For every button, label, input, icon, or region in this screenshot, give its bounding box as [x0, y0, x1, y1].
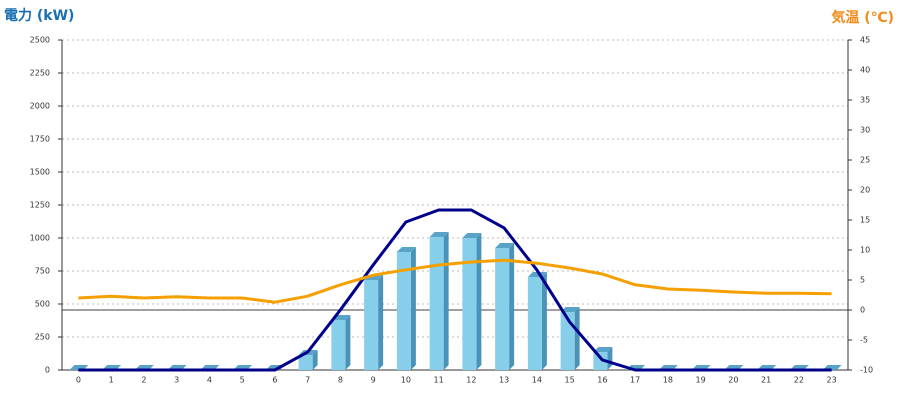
- bar-side: [509, 243, 515, 370]
- x-tick-label: 12: [466, 376, 476, 385]
- bar: [429, 231, 449, 370]
- bar-front: [462, 238, 477, 370]
- bar: [396, 246, 416, 370]
- y-tick-label: 500: [35, 300, 50, 309]
- x-tick-label: 17: [630, 376, 640, 385]
- x-tick-label: 19: [696, 376, 706, 385]
- x-tick-label: 23: [827, 376, 837, 385]
- bar-top: [396, 246, 416, 252]
- bar-side: [312, 349, 318, 370]
- y2-tick-label: 35: [860, 96, 870, 105]
- bar: [560, 307, 580, 370]
- x-tick-label: 1: [109, 376, 114, 385]
- bar-front: [298, 354, 313, 370]
- bar: [593, 347, 613, 370]
- y2-tick-label: 45: [860, 36, 870, 45]
- x-tick-label: 6: [272, 376, 277, 385]
- x-tick-label: 14: [532, 376, 542, 385]
- y-tick-label: 1250: [30, 201, 50, 210]
- x-tick-label: 15: [565, 376, 575, 385]
- bar-top: [495, 243, 515, 249]
- bar-top: [560, 307, 580, 313]
- y2-tick-label: 40: [860, 66, 870, 75]
- y-tick-label: 750: [35, 267, 50, 276]
- bar-side: [378, 274, 384, 370]
- bar-side: [410, 246, 416, 370]
- bar: [364, 274, 384, 370]
- y-tick-label: 2500: [30, 36, 50, 45]
- x-tick-label: 10: [401, 376, 411, 385]
- bar-side: [541, 271, 547, 370]
- y2-tick-label: -10: [860, 366, 873, 375]
- y-tick-label: 0: [45, 366, 50, 375]
- bar-front: [429, 236, 444, 370]
- bar-side: [443, 231, 449, 370]
- y2-axis-title: 気温 (℃): [831, 9, 894, 26]
- y2-tick-label: 15: [860, 216, 870, 225]
- x-tick-label: 2: [141, 376, 146, 385]
- x-tick-label: 16: [597, 376, 607, 385]
- x-tick-label: 18: [663, 376, 673, 385]
- bar-front: [331, 319, 346, 370]
- x-tick-label: 0: [76, 376, 81, 385]
- y-tick-label: 1500: [30, 168, 50, 177]
- bar: [527, 271, 547, 370]
- x-tick-label: 11: [434, 376, 444, 385]
- y-tick-label: 2000: [30, 102, 50, 111]
- y2-tick-label: 5: [860, 276, 865, 285]
- bar-side: [607, 347, 613, 370]
- bar-top: [462, 233, 482, 238]
- bar-top: [429, 231, 449, 237]
- x-tick-label: 20: [728, 376, 738, 385]
- y-tick-label: 1750: [30, 135, 50, 144]
- x-tick-label: 5: [240, 376, 245, 385]
- y2-tick-label: 0: [860, 306, 865, 315]
- y2-tick-label: 25: [860, 156, 870, 165]
- x-tick-label: 3: [174, 376, 179, 385]
- bar: [331, 314, 351, 370]
- bar-front: [560, 312, 575, 370]
- y-axis-title: 電力 (kW): [4, 7, 74, 24]
- bar-front: [527, 276, 542, 370]
- x-tick-label: 7: [305, 376, 310, 385]
- bar-front: [495, 248, 510, 370]
- y-tick-label: 2250: [30, 69, 50, 78]
- line: [78, 208, 832, 372]
- x-tick-label: 22: [794, 376, 804, 385]
- bar-side: [574, 307, 580, 370]
- bar-side: [476, 233, 482, 370]
- line: [78, 258, 832, 304]
- x-tick-label: 8: [338, 376, 343, 385]
- bar-front: [396, 251, 411, 370]
- x-tick-label: 13: [499, 376, 509, 385]
- x-tick-label: 21: [761, 376, 771, 385]
- bar-side: [345, 314, 351, 370]
- y2-tick-label: 20: [860, 186, 870, 195]
- bar: [495, 243, 515, 370]
- y2-tick-label: 10: [860, 246, 870, 255]
- y2-tick-label: 30: [860, 126, 870, 135]
- bar-front: [593, 352, 608, 370]
- y-tick-label: 1000: [30, 234, 50, 243]
- y2-tick-label: -5: [860, 336, 868, 345]
- bar-top: [593, 347, 613, 353]
- x-tick-label: 9: [371, 376, 376, 385]
- bar-front: [364, 279, 379, 370]
- bar: [462, 233, 482, 370]
- y-tick-label: 250: [35, 333, 50, 342]
- x-tick-label: 4: [207, 376, 212, 385]
